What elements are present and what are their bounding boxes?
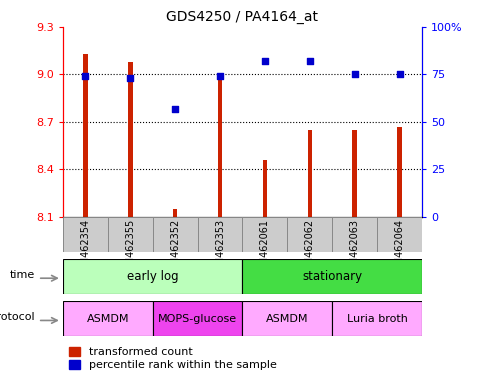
Point	[260, 58, 268, 64]
Text: GSM462061: GSM462061	[259, 219, 270, 278]
Bar	[63, 259, 242, 294]
Bar	[217, 79, 222, 217]
Text: GSM462352: GSM462352	[170, 219, 180, 278]
Bar	[332, 301, 421, 336]
Text: MOPS-glucose: MOPS-glucose	[158, 314, 237, 324]
Point	[81, 73, 89, 79]
Text: GSM462353: GSM462353	[214, 219, 225, 278]
Bar	[152, 217, 197, 252]
Point	[171, 106, 179, 112]
Title: GDS4250 / PA4164_at: GDS4250 / PA4164_at	[166, 10, 318, 25]
Bar	[242, 217, 287, 252]
Bar	[63, 301, 152, 336]
Bar	[128, 62, 132, 217]
Bar	[307, 130, 311, 217]
Bar	[396, 127, 401, 217]
Text: GSM462062: GSM462062	[304, 219, 314, 278]
Bar	[376, 217, 421, 252]
Point	[305, 58, 313, 64]
Text: early log: early log	[127, 270, 178, 283]
Point	[126, 75, 134, 81]
Text: Luria broth: Luria broth	[346, 314, 407, 324]
Point	[216, 73, 224, 79]
Bar	[173, 209, 177, 217]
Point	[395, 71, 403, 78]
Bar	[107, 217, 152, 252]
Text: growth protocol: growth protocol	[0, 312, 35, 322]
Text: ASMDM: ASMDM	[87, 314, 129, 324]
Text: time: time	[9, 270, 35, 280]
Bar	[287, 217, 332, 252]
Bar	[262, 160, 267, 217]
Bar	[197, 217, 242, 252]
Bar	[83, 54, 88, 217]
Text: GSM462064: GSM462064	[393, 219, 404, 278]
Text: ASMDM: ASMDM	[266, 314, 308, 324]
Legend: transformed count, percentile rank within the sample: transformed count, percentile rank withi…	[68, 347, 276, 370]
Bar	[242, 259, 421, 294]
Bar	[63, 217, 107, 252]
Bar	[332, 217, 376, 252]
Text: GSM462063: GSM462063	[349, 219, 359, 278]
Text: GSM462354: GSM462354	[80, 219, 91, 278]
Text: stationary: stationary	[302, 270, 362, 283]
Bar	[242, 301, 332, 336]
Bar	[152, 301, 242, 336]
Point	[350, 71, 358, 78]
Text: GSM462355: GSM462355	[125, 219, 135, 278]
Bar	[352, 130, 356, 217]
